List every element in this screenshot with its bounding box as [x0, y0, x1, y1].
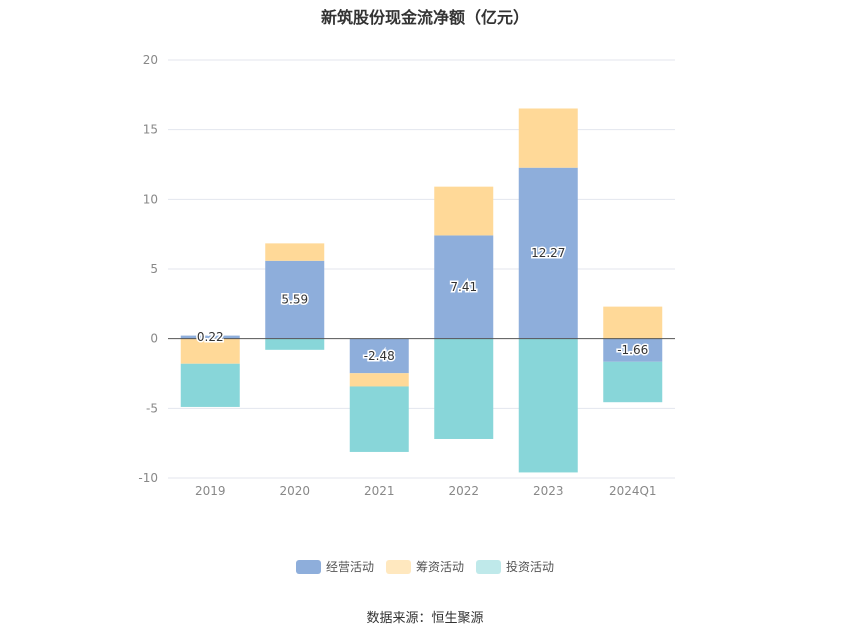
- bar-financing: [349, 373, 409, 387]
- legend-label-financing: 筹资活动: [415, 560, 464, 574]
- y-tick-label: 10: [143, 192, 158, 206]
- bar-operating: [265, 260, 325, 339]
- legend-label-investing: 投资活动: [506, 560, 555, 574]
- bar-operating: [518, 167, 578, 339]
- legend-label-operating: 经营活动: [325, 560, 374, 574]
- bar-operating: [434, 235, 494, 339]
- x-tick-label: 2021: [364, 484, 395, 498]
- bar-investing: [180, 363, 240, 407]
- x-tick-label: 2024Q1: [609, 484, 657, 498]
- bar-financing: [265, 243, 325, 261]
- y-tick-label: 15: [143, 123, 158, 137]
- bar-investing: [518, 338, 578, 473]
- data-label-operating: 0.22: [197, 330, 224, 344]
- data-label-operating: 5.59: [281, 293, 308, 307]
- bar-investing: [434, 338, 494, 439]
- data-source: 数据来源：恒生聚源: [366, 611, 484, 626]
- bar-operating: [180, 335, 240, 339]
- y-tick-label: 0: [150, 332, 158, 346]
- x-tick-label: 2019: [195, 484, 226, 498]
- chart-legend: 经营活动 筹资活动 投资活动: [0, 558, 850, 575]
- bar-operating: [349, 338, 409, 374]
- x-tick-label: 2023: [533, 484, 564, 498]
- legend-swatch-investing: [476, 559, 501, 574]
- bar-investing: [265, 338, 325, 350]
- data-label-operating: 12.27: [531, 246, 565, 260]
- legend-item-financing[interactable]: 筹资活动: [385, 558, 464, 575]
- data-label-operating: -2.48: [364, 349, 395, 363]
- bar-financing: [180, 338, 240, 364]
- legend-item-operating[interactable]: 经营活动: [295, 558, 374, 575]
- data-label-operating: -1.66: [617, 343, 648, 357]
- legend-swatch-financing: [385, 559, 411, 574]
- bar-investing: [349, 386, 409, 452]
- bar-financing: [434, 186, 494, 236]
- y-tick-label: -5: [146, 401, 158, 415]
- data-label-operating: 7.41: [450, 280, 477, 294]
- bar-financing: [518, 108, 578, 168]
- y-tick-label: 20: [143, 53, 158, 67]
- y-tick-label: 5: [150, 262, 158, 276]
- chart-title: 新筑股份现金流净额（亿元）: [320, 8, 529, 27]
- y-tick-label: -10: [138, 471, 158, 485]
- bar-investing: [603, 361, 663, 403]
- x-tick-label: 2022: [448, 484, 479, 498]
- legend-swatch-operating: [295, 559, 321, 574]
- bar-financing: [603, 306, 663, 339]
- x-tick-label: 2020: [279, 484, 310, 498]
- legend-item-investing[interactable]: 投资活动: [476, 558, 554, 575]
- bar-operating: [603, 338, 663, 362]
